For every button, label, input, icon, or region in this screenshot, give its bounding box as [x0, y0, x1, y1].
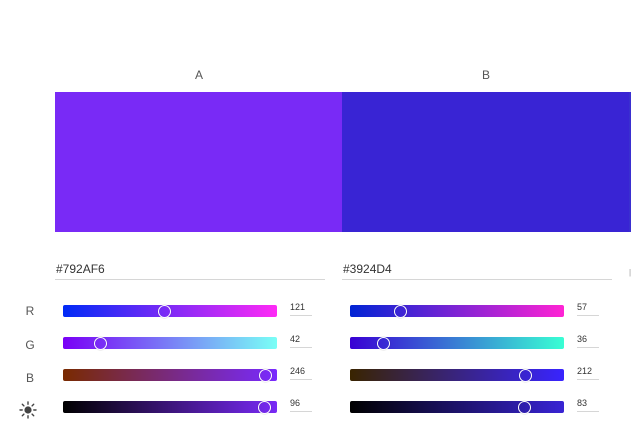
- color-b-blue-slider[interactable]: [350, 368, 564, 382]
- color-b-brightness-slider[interactable]: [350, 400, 564, 414]
- color-b-brightness-thumb[interactable]: [518, 400, 532, 414]
- color-a-red-thumb[interactable]: [158, 304, 172, 318]
- color-b-hex-input[interactable]: #3924D4: [342, 258, 612, 280]
- color-a-red-value[interactable]: 121: [290, 302, 312, 316]
- next-field-edge: |: [629, 268, 631, 277]
- color-a-green-slider[interactable]: [63, 336, 277, 350]
- color-a-brightness-slider[interactable]: [63, 400, 277, 414]
- color-a-green-value[interactable]: 42: [290, 334, 312, 348]
- color-a-red-slider[interactable]: [63, 304, 277, 318]
- red-row-label: R: [25, 304, 35, 318]
- color-a-hex-input[interactable]: #792AF6: [55, 258, 325, 280]
- next-swatch-edge: [629, 92, 631, 232]
- color-b-red-value[interactable]: 57: [577, 302, 599, 316]
- color-b-red-slider[interactable]: [350, 304, 564, 318]
- color-b-blue-value[interactable]: 212: [577, 366, 599, 380]
- green-row-label: G: [25, 338, 35, 352]
- color-b-red-thumb[interactable]: [393, 304, 407, 318]
- color-a-blue-value[interactable]: 246: [290, 366, 312, 380]
- color-b-green-value[interactable]: 36: [577, 334, 599, 348]
- column-a-label: A: [194, 68, 203, 82]
- color-b-swatch: [342, 92, 629, 232]
- color-a-blue-slider[interactable]: [63, 368, 277, 382]
- color-b-green-thumb[interactable]: [376, 336, 390, 350]
- color-b-blue-thumb[interactable]: [518, 368, 532, 382]
- color-a-green-thumb[interactable]: [94, 336, 108, 350]
- color-a-blue-thumb[interactable]: [259, 368, 273, 382]
- color-a-brightness-thumb[interactable]: [258, 400, 272, 414]
- color-a-swatch: [55, 92, 342, 232]
- color-b-green-slider[interactable]: [350, 336, 564, 350]
- column-b-label: B: [481, 68, 490, 82]
- color-a-brightness-value[interactable]: 96: [290, 398, 312, 412]
- color-b-brightness-value[interactable]: 83: [577, 398, 599, 412]
- sun-icon: [19, 401, 37, 419]
- blue-row-label: B: [25, 371, 34, 385]
